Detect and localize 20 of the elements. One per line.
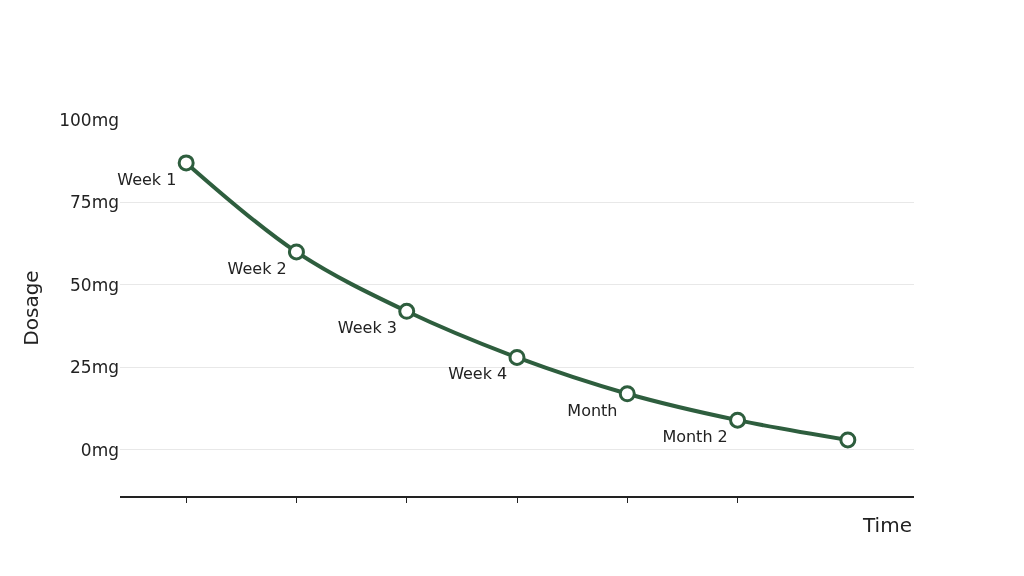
point (287, 243, 305, 261)
y-axis-title: Dosage (18, 270, 43, 346)
x-tick-label: Month (567, 400, 618, 420)
y-tick-label: 100mg (59, 109, 119, 130)
x-tick-label: Week 3 (337, 318, 397, 338)
y-tick-label: 50mg (70, 274, 119, 295)
x-tick-label: Week 1 (117, 169, 177, 189)
y-tick-label: 0mg (80, 439, 119, 460)
point (618, 385, 636, 403)
x-tick-label: Month 2 (662, 426, 728, 446)
x-tick-label: Week 4 (448, 364, 508, 384)
y-tick-label: 75mg (70, 192, 119, 213)
y-tick-label: 25mg (70, 357, 119, 378)
x-tick-label: Week 2 (227, 258, 287, 278)
point (729, 411, 747, 429)
point (177, 154, 195, 172)
x-axis-title: Time (862, 513, 912, 537)
point (398, 302, 416, 320)
point (508, 348, 526, 366)
point (839, 431, 857, 449)
